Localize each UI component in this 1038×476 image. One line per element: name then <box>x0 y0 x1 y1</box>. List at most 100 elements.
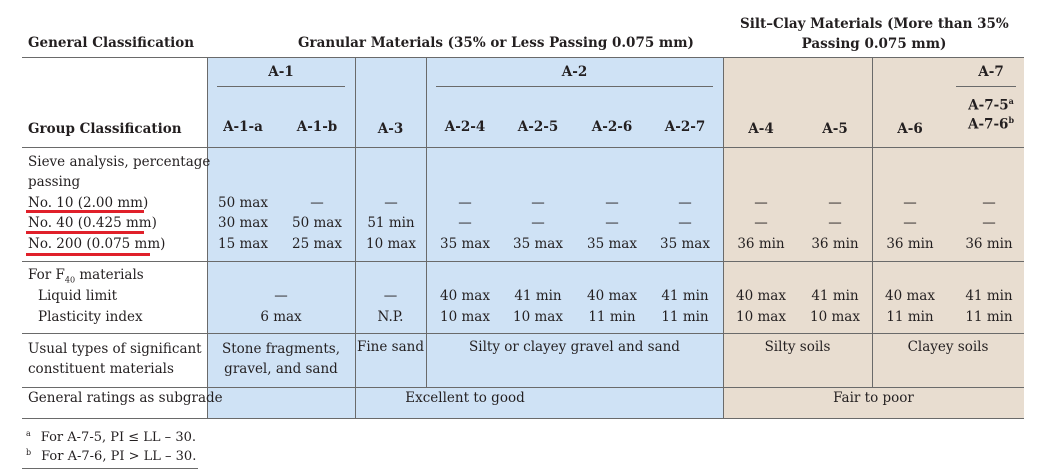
siltclay-rating: Fair to poor <box>833 390 914 406</box>
plasticity-index-cell: 11 min <box>886 309 934 325</box>
group-a75-label: A-7-5 <box>968 97 1009 114</box>
group-a26: A-2-6 <box>591 119 633 135</box>
sieve-cell: 25 max <box>292 236 342 252</box>
divider <box>355 58 356 418</box>
sieve-cell: — <box>903 195 917 211</box>
silty-soils: Silty soils <box>764 339 831 355</box>
group-a1b: A-1-b <box>296 119 338 135</box>
footnote-b-mark: b <box>26 448 32 457</box>
liquid-limit-cell: 40 max <box>587 288 637 304</box>
sieve-cell: — <box>903 215 917 231</box>
group-a6: A-6 <box>897 121 923 137</box>
sieve-no10-label: No. 10 (2.00 mm) <box>28 195 149 211</box>
group-classification-header: Group Classification <box>28 121 182 137</box>
sieve-no40-label: No. 40 (0.425 mm) <box>28 215 157 231</box>
group-a76-label: A-7-6 <box>967 116 1009 133</box>
granular-rating: Excellent to good <box>405 390 525 406</box>
liquid-limit-label: Liquid limit <box>38 288 118 304</box>
group-a2: A-2 <box>561 64 588 80</box>
rule <box>22 333 1024 334</box>
liquid-limit-cell: 41 min <box>811 288 859 304</box>
sieve-cell: — <box>458 195 472 211</box>
sieve-cell: — <box>828 195 842 211</box>
red-underline-no40 <box>26 231 144 234</box>
group-a25: A-2-5 <box>517 119 559 135</box>
plasticity-index-cell: 10 max <box>810 309 860 325</box>
sieve-cell: — <box>605 195 619 211</box>
plasticity-index-cell: 10 max <box>736 309 786 325</box>
f40-materials-label: For F40 materials <box>28 267 144 285</box>
sieve-no200-label: No. 200 (0.075 mm) <box>28 236 166 252</box>
granular-fill <box>207 58 723 418</box>
sieve-cell: 50 max <box>218 195 268 211</box>
plasticity-index-cell: 11 min <box>661 309 709 325</box>
red-underline-no10 <box>26 210 144 213</box>
sieve-cell: — <box>531 195 545 211</box>
a3-plasticity-index: N.P. <box>377 309 404 325</box>
f40-prefix: For F <box>28 267 65 283</box>
divider <box>426 58 427 388</box>
plasticity-index-cell: 10 max <box>513 309 563 325</box>
group-a7: A-7 <box>978 64 1004 80</box>
divider <box>207 58 208 418</box>
f40-subscript: 40 <box>64 275 76 285</box>
group-a4: A-4 <box>748 121 774 137</box>
group-a24: A-2-4 <box>444 119 486 135</box>
usual-label-line1: Usual types of significant <box>28 341 202 357</box>
a1-liquid-limit: — <box>274 288 288 304</box>
rule <box>22 387 1024 388</box>
footnote-a: a For A-7-5, PI ≤ LL – 30. <box>26 429 196 445</box>
liquid-limit-cell: 40 max <box>885 288 935 304</box>
subrule <box>436 86 713 87</box>
footnote-a-mark: a <box>26 429 31 438</box>
plasticity-index-cell: 10 max <box>440 309 490 325</box>
siltclay-fill <box>723 58 1024 418</box>
siltclay-header-line1: Silt–Clay Materials (More than 35% <box>740 16 1009 32</box>
sieve-cell: — <box>754 195 768 211</box>
plasticity-index-cell: 11 min <box>588 309 636 325</box>
liquid-limit-cell: 40 max <box>736 288 786 304</box>
footnote-rule <box>22 468 198 469</box>
footnote-b-marker: b <box>1008 115 1015 125</box>
liquid-limit-cell: 41 min <box>965 288 1013 304</box>
sieve-cell: 35 max <box>440 236 490 252</box>
usual-types-label: Usual types of significant constituent m… <box>28 339 202 379</box>
red-underline-no200 <box>26 253 150 256</box>
sieve-cell: — <box>982 215 996 231</box>
a3-materials: Fine sand <box>357 339 424 355</box>
group-a75: A-7-5a <box>956 96 1026 114</box>
plasticity-index-label: Plasticity index <box>38 309 143 325</box>
rule <box>22 147 1024 148</box>
general-classification-header: General Classification <box>28 35 195 51</box>
subgrade-rating-label: General ratings as subgrade <box>28 390 223 406</box>
group-a1a: A-1-a <box>223 119 263 135</box>
a1-materials-line1: Stone fragments, <box>221 341 341 357</box>
subrule <box>217 86 345 87</box>
sieve-cell: 51 min <box>367 215 415 231</box>
footnote-b-text: For A-7-6, PI > LL – 30. <box>41 449 197 465</box>
plasticity-index-cell: 11 min <box>965 309 1013 325</box>
sieve-cell: — <box>678 215 692 231</box>
sieve-cell: 36 min <box>737 236 785 252</box>
sieve-cell: 15 max <box>218 236 268 252</box>
sieve-cell: — <box>828 215 842 231</box>
siltclay-materials-header: Silt–Clay Materials (More than 35% Passi… <box>740 14 1009 54</box>
sieve-cell: 35 max <box>660 236 710 252</box>
sieve-cell: 30 max <box>218 215 268 231</box>
footnote-b: b For A-7-6, PI > LL – 30. <box>26 448 196 464</box>
clayey-soils: Clayey soils <box>907 339 989 355</box>
sieve-cell: 35 max <box>587 236 637 252</box>
sieve-cell: — <box>458 215 472 231</box>
divider <box>723 58 724 418</box>
sieve-cell: 35 max <box>513 236 563 252</box>
siltclay-header-line2: Passing 0.075 mm) <box>801 36 947 52</box>
usual-label-line2: constituent materials <box>28 361 174 377</box>
sieve-cell: — <box>605 215 619 231</box>
group-a1: A-1 <box>268 64 294 80</box>
a1-materials-line2: gravel, and sand <box>224 361 338 377</box>
group-a3: A-3 <box>377 121 404 137</box>
a1-plasticity-index: 6 max <box>260 309 302 325</box>
sieve-cell: — <box>754 215 768 231</box>
rule <box>22 57 1024 58</box>
sieve-cell: — <box>531 215 545 231</box>
